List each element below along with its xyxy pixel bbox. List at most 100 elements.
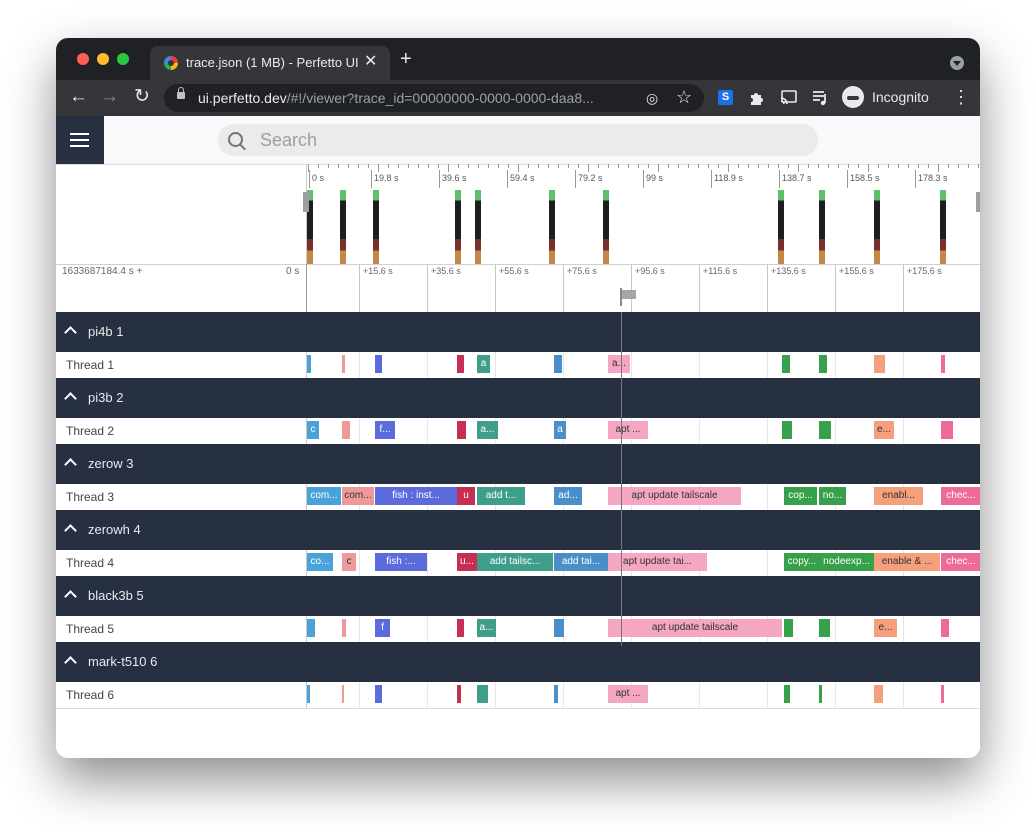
trace-slice[interactable] xyxy=(342,421,350,439)
process-group-header[interactable]: zerowh 4 xyxy=(56,510,980,550)
trace-slice[interactable]: a... xyxy=(477,619,496,637)
trace-slice[interactable]: fish :... xyxy=(375,553,427,571)
new-tab-button[interactable]: + xyxy=(400,48,412,70)
trace-slice[interactable]: e... xyxy=(874,421,894,439)
trace-slice[interactable]: chec... xyxy=(941,487,980,505)
forward-button[interactable]: → xyxy=(100,86,119,107)
collapse-chevron-icon[interactable] xyxy=(64,458,77,471)
browser-tab[interactable]: trace.json (1 MB) - Perfetto UI ✕ xyxy=(150,46,390,80)
trace-slice[interactable]: a xyxy=(554,421,566,439)
trace-slice[interactable] xyxy=(342,619,346,637)
incognito-profile-button[interactable]: Incognito xyxy=(842,85,938,111)
trace-slice[interactable]: a xyxy=(477,355,490,373)
trace-slice[interactable]: apt update tailscale xyxy=(608,487,741,505)
trace-slice[interactable]: com... xyxy=(342,487,374,505)
trace-slice[interactable]: copy... xyxy=(784,553,820,571)
trace-slice[interactable]: apt ... xyxy=(608,685,648,703)
collapse-chevron-icon[interactable] xyxy=(64,392,77,405)
process-group-header[interactable]: black3b 5 xyxy=(56,576,980,616)
thread-track[interactable]: Thread 1 a a... xyxy=(56,352,980,379)
trace-slice[interactable]: add tailsc... xyxy=(477,553,553,571)
trace-slice[interactable]: u xyxy=(457,487,475,505)
puzzle-icon[interactable] xyxy=(748,89,766,107)
process-group-header[interactable]: pi3b 2 xyxy=(56,378,980,418)
trace-slice[interactable] xyxy=(819,355,827,373)
trace-slice[interactable] xyxy=(307,685,310,703)
maximize-window-button[interactable] xyxy=(117,53,129,65)
close-window-button[interactable] xyxy=(77,53,89,65)
flag-cloth[interactable] xyxy=(622,290,636,299)
trace-slice[interactable]: apt update tailscale xyxy=(608,619,782,637)
trace-slice[interactable] xyxy=(941,421,953,439)
trace-slice[interactable] xyxy=(457,619,464,637)
trace-slice[interactable]: apt ... xyxy=(608,421,648,439)
trace-slice[interactable]: u... xyxy=(457,553,477,571)
trace-slice[interactable] xyxy=(941,685,944,703)
process-group-header[interactable]: mark-t510 6 xyxy=(56,642,980,682)
lock-icon[interactable] xyxy=(177,87,185,99)
trace-slice[interactable]: fish : inst... xyxy=(375,487,457,505)
collapse-chevron-icon[interactable] xyxy=(64,656,77,669)
trace-slice[interactable]: a... xyxy=(477,421,498,439)
search-box[interactable] xyxy=(218,124,818,156)
trace-slice[interactable] xyxy=(457,685,461,703)
trace-slice[interactable] xyxy=(782,421,792,439)
trace-slice[interactable] xyxy=(342,685,344,703)
hamburger-menu-button[interactable] xyxy=(56,116,104,164)
trace-slice[interactable]: a... xyxy=(608,355,630,373)
cast-icon[interactable] xyxy=(780,90,798,106)
media-queue-icon[interactable] xyxy=(812,90,830,106)
trace-slice[interactable] xyxy=(941,355,945,373)
trace-slice[interactable] xyxy=(554,685,558,703)
trace-slice[interactable]: add tai... xyxy=(554,553,608,571)
trace-slice[interactable] xyxy=(457,421,466,439)
trace-slice[interactable] xyxy=(941,619,949,637)
trace-slice[interactable] xyxy=(342,355,345,373)
trace-slice[interactable]: add t... xyxy=(477,487,525,505)
thread-track[interactable]: Thread 5 f a... apt update tailscale e... xyxy=(56,616,980,643)
trace-slice[interactable]: c xyxy=(342,553,356,571)
trace-slice[interactable]: e... xyxy=(874,619,897,637)
tab-search-icon[interactable] xyxy=(950,56,964,70)
tab-close-icon[interactable]: ✕ xyxy=(364,53,378,70)
address-bar[interactable]: ui.perfetto.dev/#!/viewer?trace_id=00000… xyxy=(164,84,704,112)
flag-marker-icon[interactable] xyxy=(620,288,622,306)
process-group-header[interactable]: zerow 3 xyxy=(56,444,980,484)
trace-slice[interactable]: com... xyxy=(307,487,341,505)
trace-slice[interactable] xyxy=(782,355,790,373)
collapse-chevron-icon[interactable] xyxy=(64,590,77,603)
trace-slice[interactable]: nodeexp... xyxy=(819,553,874,571)
trace-slice[interactable]: apt update tai... xyxy=(608,553,707,571)
trace-slice[interactable] xyxy=(874,355,885,373)
trace-slice[interactable]: enabl... xyxy=(874,487,923,505)
browser-menu-button[interactable]: ⋮ xyxy=(952,87,970,107)
url-text[interactable]: ui.perfetto.dev/#!/viewer?trace_id=00000… xyxy=(198,90,594,106)
back-button[interactable]: ← xyxy=(69,86,88,107)
trace-slice[interactable] xyxy=(819,619,830,637)
trace-slice[interactable] xyxy=(307,355,311,373)
trace-slice[interactable] xyxy=(554,355,562,373)
trace-slice[interactable] xyxy=(784,619,793,637)
trace-slice[interactable]: c xyxy=(307,421,319,439)
thread-track[interactable]: Thread 6 apt ... xyxy=(56,682,980,709)
trace-slice[interactable] xyxy=(477,685,488,703)
reload-button[interactable]: ↻ xyxy=(134,86,150,107)
collapse-chevron-icon[interactable] xyxy=(64,326,77,339)
trace-slice[interactable] xyxy=(457,355,464,373)
extension-s-icon[interactable]: S xyxy=(718,90,733,105)
trace-slice[interactable]: f... xyxy=(375,421,395,439)
thread-track[interactable]: Thread 4 co... c fish :... u... add tailsc...… xyxy=(56,550,980,577)
trace-slice[interactable]: co... xyxy=(307,553,333,571)
star-icon[interactable]: ☆ xyxy=(676,87,693,107)
minimize-window-button[interactable] xyxy=(97,53,109,65)
trace-slice[interactable] xyxy=(375,355,382,373)
overview-right-handle[interactable] xyxy=(976,192,980,212)
trace-slice[interactable]: cop... xyxy=(784,487,817,505)
trace-slice[interactable]: chec... xyxy=(941,553,980,571)
eye-off-icon[interactable]: ◎ xyxy=(646,90,659,106)
thread-track[interactable]: Thread 3 com... com... fish : inst... u add t… xyxy=(56,484,980,511)
overview-left-handle[interactable] xyxy=(303,192,309,212)
trace-slice[interactable]: ad... xyxy=(554,487,582,505)
trace-slice[interactable] xyxy=(554,619,564,637)
trace-slice[interactable] xyxy=(307,619,315,637)
